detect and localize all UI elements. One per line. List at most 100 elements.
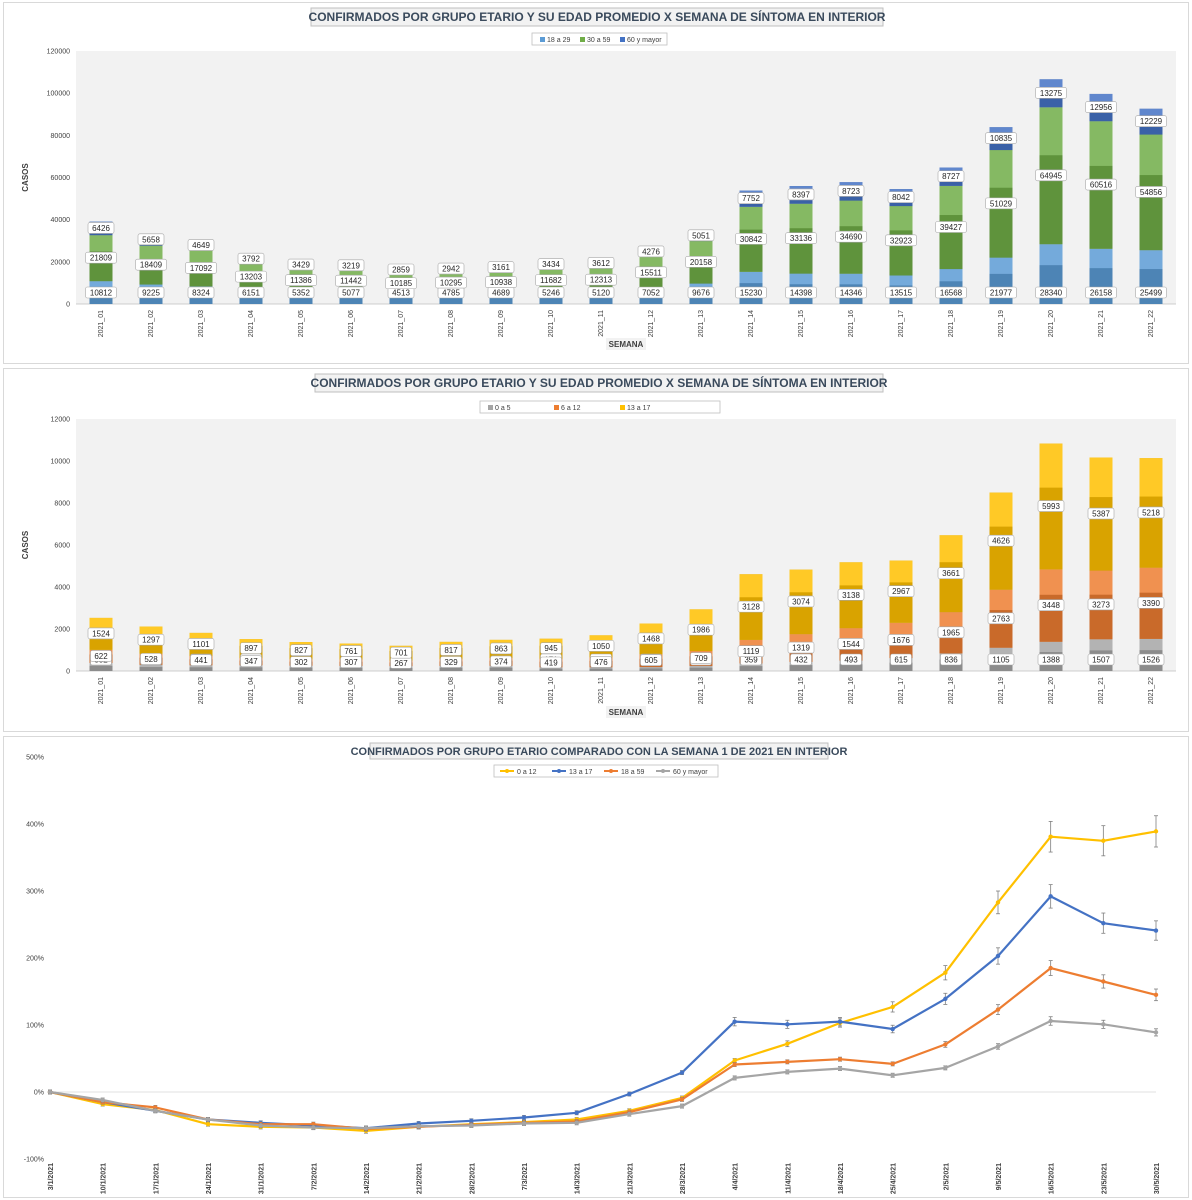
data-label-box bbox=[790, 653, 812, 666]
data-label-box bbox=[837, 185, 865, 197]
bar-highlight bbox=[689, 241, 713, 256]
bar-highlight bbox=[739, 206, 763, 230]
bar-highlight bbox=[989, 647, 1013, 656]
x-tick-label: 23/5/2021 bbox=[1101, 1163, 1108, 1194]
series-line-13-a-17 bbox=[49, 895, 1157, 1130]
x-axis-title-box bbox=[606, 338, 646, 350]
bar-stack-2021_20: 1388 3448 5993 bbox=[1037, 443, 1065, 671]
data-label: 6426 bbox=[92, 224, 110, 233]
bar-stack-2021_02: 2905281297 bbox=[137, 626, 165, 671]
data-label: 10295 bbox=[440, 279, 463, 288]
chart-2-title-box bbox=[314, 373, 884, 393]
data-point-60-y-mayor-11 bbox=[627, 1111, 632, 1117]
data-label: 374 bbox=[494, 657, 508, 666]
data-point-60-y-mayor-16 bbox=[890, 1073, 895, 1078]
data-label-box bbox=[1037, 599, 1065, 611]
chart-1-title: CONFIRMADOS POR GRUPO ETARIO Y SU EDAD P… bbox=[309, 9, 886, 24]
data-point-0-a-12-17 bbox=[943, 970, 948, 975]
bar-0-a-5-2021_16 bbox=[839, 660, 863, 671]
data-label: 329 bbox=[444, 658, 458, 667]
data-label-box bbox=[637, 286, 665, 299]
bar-stack-2021_20: 28340 64945 13275 bbox=[1035, 79, 1067, 304]
data-point-13-a-17-18 bbox=[995, 953, 1001, 959]
data-label: 3273 bbox=[1092, 600, 1110, 609]
data-label: 8723 bbox=[842, 187, 860, 196]
y-tick-label: 80000 bbox=[51, 133, 71, 140]
bar-highlight bbox=[139, 664, 163, 668]
data-label-box bbox=[1135, 186, 1167, 198]
data-label: 302 bbox=[294, 658, 308, 667]
data-label: 3429 bbox=[292, 261, 310, 270]
x-tick-label: 2021_19 bbox=[998, 310, 1005, 337]
bar-highlight bbox=[1039, 244, 1063, 266]
data-label-box bbox=[935, 221, 967, 233]
data-point-0-a-12-18 bbox=[995, 900, 1001, 905]
data-label-box bbox=[385, 277, 417, 290]
data-label-box bbox=[987, 653, 1015, 666]
chart-1-legend: 18 a 29 30 a 59 60 y mayor bbox=[531, 32, 668, 46]
data-label: 1544 bbox=[842, 640, 860, 649]
x-tick-label: 2021_10 bbox=[548, 310, 555, 337]
data-point-13-a-17-16 bbox=[890, 1026, 895, 1032]
data-label: 21977 bbox=[990, 289, 1013, 298]
data-point-0-a-12-21 bbox=[1153, 829, 1159, 834]
data-label-box bbox=[290, 644, 312, 657]
data-label: 827 bbox=[294, 646, 308, 655]
data-label-box bbox=[635, 266, 667, 279]
x-tick-label: 2021_02 bbox=[148, 310, 155, 337]
bar-highlight bbox=[989, 150, 1013, 188]
x-tick-label: 9/5/2021 bbox=[996, 1163, 1003, 1190]
data-point-60-y-mayor-2 bbox=[153, 1108, 158, 1113]
data-label-box bbox=[887, 634, 915, 646]
data-label-box bbox=[887, 585, 915, 598]
data-label-box bbox=[240, 642, 262, 654]
bar-stack-2021_01: 10812 21809 6426 bbox=[85, 221, 117, 304]
x-tick-label: 28/2/2021 bbox=[469, 1163, 476, 1194]
series-line-60-y-mayor bbox=[49, 1019, 1157, 1130]
data-label-box bbox=[485, 276, 517, 288]
data-label: 7752 bbox=[742, 194, 760, 203]
data-label: 1507 bbox=[1092, 656, 1110, 665]
data-label-box bbox=[737, 192, 765, 204]
data-label: 4785 bbox=[442, 289, 460, 298]
bar-stack-2021_15: 14398 33136 8397 bbox=[785, 186, 817, 304]
data-label: 34690 bbox=[840, 233, 863, 242]
data-label: 15230 bbox=[740, 289, 763, 298]
bar-highlight bbox=[1039, 79, 1063, 90]
x-tick-label: 2021_10 bbox=[548, 677, 555, 704]
stacked-bar-chart-adults: CONFIRMADOS POR GRUPO ETARIO Y SU EDAD P… bbox=[21, 7, 1176, 350]
x-tick-label: 2021_01 bbox=[98, 310, 105, 337]
data-label: 1676 bbox=[892, 636, 910, 645]
bar-stack-2021_02: 9225 18409 5658 bbox=[135, 233, 167, 304]
y-axis-title: CASOS bbox=[21, 530, 30, 559]
data-label: 10185 bbox=[390, 279, 413, 288]
data-point-13-a-17-13 bbox=[732, 1019, 737, 1024]
data-label-box bbox=[887, 191, 915, 203]
data-label: 51029 bbox=[990, 199, 1013, 208]
y-tick-label: 10000 bbox=[51, 459, 71, 466]
bar-0-a-5-2021_02 bbox=[139, 664, 163, 671]
data-point-60-y-mayor-0 bbox=[47, 1089, 53, 1095]
bar-stack-2021_22: 1526 3390 5218 bbox=[1137, 458, 1165, 671]
bar-stack-2021_03: 8324 17092 4649 bbox=[185, 239, 217, 304]
data-label: 622 bbox=[94, 652, 108, 661]
data-label-box bbox=[937, 626, 965, 639]
data-label-box bbox=[1137, 597, 1165, 609]
bar-highlight bbox=[889, 560, 913, 583]
bar-highlight bbox=[939, 185, 963, 216]
data-label: 9676 bbox=[692, 289, 710, 298]
bar-highlight bbox=[689, 609, 713, 624]
x-tick-label: 7/2/2021 bbox=[311, 1163, 318, 1190]
data-label-box bbox=[985, 132, 1017, 144]
data-label-box bbox=[1135, 286, 1167, 299]
chart-3-title: CONFIRMADOS POR GRUPO ETARIO COMPARADO C… bbox=[351, 746, 848, 758]
data-label: 4626 bbox=[992, 537, 1010, 546]
data-label: 8397 bbox=[792, 190, 810, 199]
data-point-60-y-mayor-4 bbox=[258, 1123, 263, 1128]
data-label-box bbox=[587, 640, 615, 652]
data-label: 267 bbox=[394, 659, 408, 668]
series-line-0-a-12 bbox=[49, 830, 1157, 1132]
data-label: 2859 bbox=[392, 265, 410, 274]
